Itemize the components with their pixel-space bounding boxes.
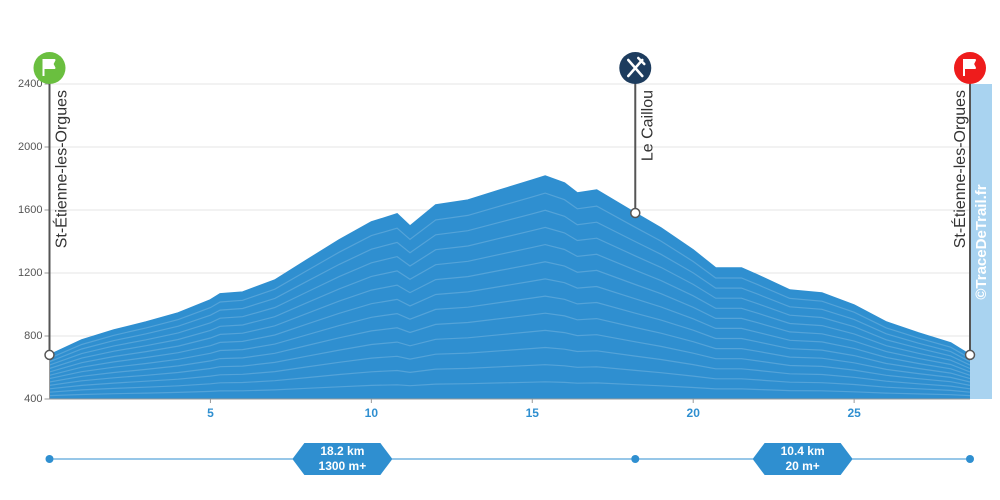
texture-line bbox=[49, 329, 971, 386]
waypoint-point bbox=[964, 349, 976, 361]
y-tick-label: 1600 bbox=[18, 204, 42, 216]
segment-gain: 1300 m+ bbox=[319, 459, 367, 473]
texture-line bbox=[49, 364, 971, 393]
y-tick-label: 800 bbox=[24, 330, 42, 342]
area-fill bbox=[49, 176, 970, 399]
y-tick-label: 1200 bbox=[18, 267, 42, 279]
texture-line bbox=[49, 346, 971, 390]
texture-line bbox=[49, 295, 971, 380]
segment-distance: 18.2 km bbox=[320, 444, 364, 458]
flag-glyph bbox=[963, 59, 976, 76]
segment-gain: 20 m+ bbox=[785, 459, 819, 473]
watermark-band bbox=[970, 84, 992, 399]
segment-badge bbox=[292, 443, 393, 475]
texture-line bbox=[49, 312, 971, 383]
food-glyph bbox=[627, 56, 646, 78]
texture-line bbox=[49, 243, 971, 370]
x-tick-label: 5 bbox=[207, 406, 214, 420]
segment-distance: 10.4 km bbox=[781, 444, 825, 458]
texture-line bbox=[49, 278, 971, 376]
y-tick-label: 400 bbox=[24, 393, 42, 405]
waypoint-label: Le Caillou bbox=[639, 90, 656, 161]
texture-line bbox=[49, 192, 971, 359]
texture-line bbox=[49, 209, 971, 363]
segment-dot bbox=[631, 455, 640, 463]
watermark: ©TraceDeTrail.fr bbox=[973, 184, 990, 299]
segment-dot bbox=[45, 455, 54, 463]
x-tick-label: 20 bbox=[687, 406, 701, 420]
segment-dot bbox=[966, 455, 974, 463]
x-tick-label: 10 bbox=[365, 406, 379, 420]
texture-line bbox=[49, 226, 971, 366]
waypoint-label: St-Étienne-les-Orgues bbox=[950, 90, 969, 248]
waypoint-label: St-Étienne-les-Orgues bbox=[52, 90, 71, 248]
x-tick-label: 25 bbox=[847, 406, 861, 420]
x-tick-label: 15 bbox=[526, 406, 540, 420]
texture-line bbox=[49, 261, 971, 373]
segment-badge bbox=[752, 443, 853, 475]
elevation-line bbox=[49, 175, 971, 356]
texture-line bbox=[49, 381, 971, 397]
y-tick-label: 2000 bbox=[18, 141, 42, 153]
y-tick-label: 2400 bbox=[18, 78, 42, 90]
waypoint-point bbox=[630, 207, 641, 219]
flag-glyph bbox=[42, 59, 56, 76]
waypoint-point bbox=[44, 349, 55, 361]
